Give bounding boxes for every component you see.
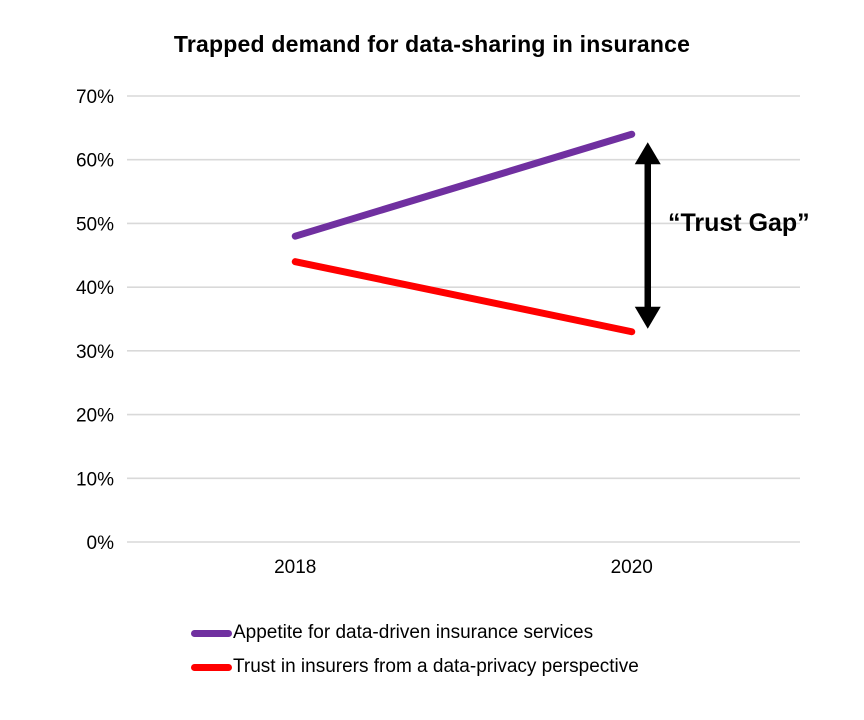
- y-axis-tick-label: 70%: [76, 87, 114, 108]
- legend: Appetite for data-driven insurance servi…: [191, 619, 639, 681]
- trust-line-swatch-icon: [191, 663, 232, 671]
- x-axis-tick-label: 2020: [611, 557, 653, 578]
- chart-title: Trapped demand for data-sharing in insur…: [173, 31, 691, 57]
- x-axis-tick-label: 2018: [274, 557, 316, 578]
- y-axis-tick-label: 0%: [87, 533, 115, 554]
- series-line-0: [291, 130, 636, 240]
- legend-label-trust: Trust in insurers from a data-privacy pe…: [233, 656, 639, 677]
- y-axis-tick-label: 20%: [76, 406, 114, 427]
- y-axis-tick-label: 10%: [76, 469, 114, 490]
- arrowhead-up-icon: [634, 142, 661, 165]
- y-axis-tick-label: 30%: [76, 342, 114, 363]
- y-axis-tick-label: 40%: [76, 278, 114, 299]
- y-axis-tick-label: 50%: [76, 214, 114, 235]
- legend-item-appetite: Appetite for data-driven insurance servi…: [191, 619, 639, 647]
- legend-label-appetite: Appetite for data-driven insurance servi…: [233, 622, 594, 643]
- series-line-1: [291, 258, 636, 336]
- legend-item-trust: Trust in insurers from a data-privacy pe…: [191, 653, 639, 681]
- arrowhead-down-icon: [634, 306, 661, 329]
- y-axis-tick-label: 60%: [76, 151, 114, 172]
- trust-gap-annotation-label: “Trust Gap”: [668, 209, 810, 237]
- appetite-line-swatch-icon: [191, 629, 232, 637]
